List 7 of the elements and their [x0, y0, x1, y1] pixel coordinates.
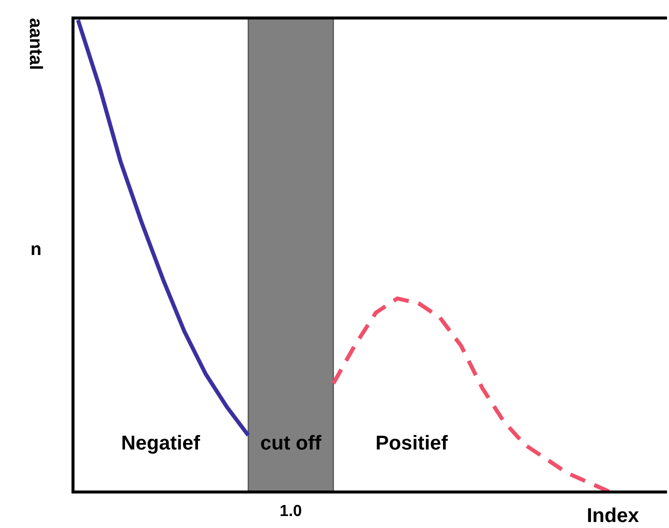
annotation: cut off — [260, 432, 322, 455]
annotation: Negatief — [121, 432, 200, 455]
text: 1.0 — [280, 503, 302, 520]
y-axis-title: aantal — [26, 18, 46, 70]
text: n — [30, 239, 42, 259]
annotation: Positief — [376, 432, 448, 455]
x-axis-title: Index — [586, 505, 639, 527]
